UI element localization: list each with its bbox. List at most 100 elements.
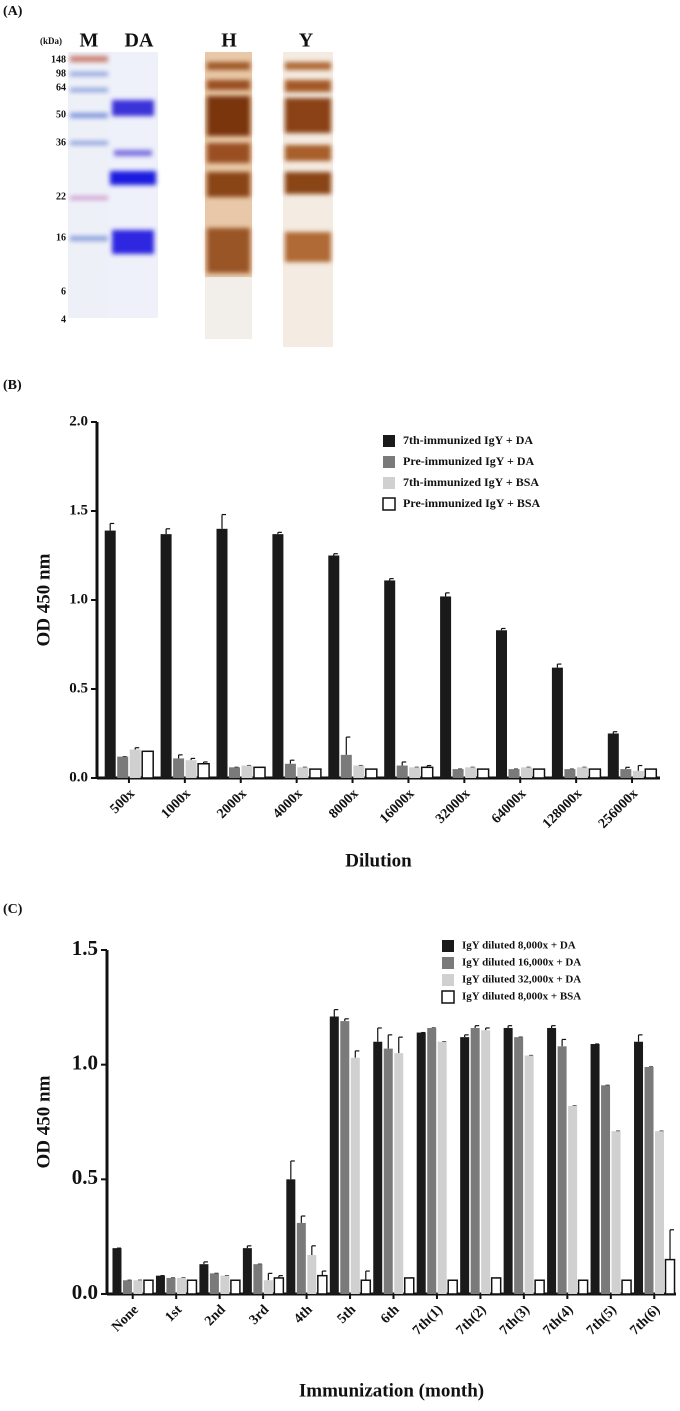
bar xyxy=(644,768,658,779)
bar xyxy=(317,1274,328,1295)
x-axis-label: Dilution xyxy=(345,850,412,871)
x-tick-label: 8000x xyxy=(326,786,361,821)
bar xyxy=(568,1105,578,1294)
y-tick-label: 1.0 xyxy=(69,591,88,607)
bar xyxy=(112,1248,122,1294)
bar xyxy=(452,769,464,778)
bar xyxy=(199,1264,209,1294)
bar xyxy=(329,1016,339,1294)
bar xyxy=(496,630,507,778)
legend-swatch xyxy=(442,940,454,952)
bar xyxy=(242,1248,252,1294)
y-tick-label: 1.5 xyxy=(69,502,88,518)
marker-label: 64 xyxy=(56,82,66,93)
x-tick-label: 6th xyxy=(378,1302,403,1327)
bar xyxy=(440,596,452,778)
x-tick-label: 16000x xyxy=(377,786,417,826)
bar xyxy=(409,767,421,778)
x-tick-label: 2000x xyxy=(214,786,249,821)
y-axis-label: OD 450 nm xyxy=(33,553,54,646)
bar xyxy=(176,1277,186,1294)
legend-label: IgY diluted 8,000x + DA xyxy=(462,940,576,952)
marker-label: 16 xyxy=(56,232,66,243)
x-tick-label: 256000x xyxy=(596,786,641,831)
bar xyxy=(273,1277,285,1295)
bar xyxy=(216,528,228,778)
bar xyxy=(220,1275,230,1294)
marker-label: 148 xyxy=(51,54,66,65)
panel-label: (C) xyxy=(3,902,23,917)
bar xyxy=(186,1279,198,1295)
panel-label: (B) xyxy=(3,378,22,393)
x-tick-label: 7th(4) xyxy=(541,1302,577,1338)
bar xyxy=(253,1264,263,1294)
lane-label: DA xyxy=(125,30,154,52)
bar xyxy=(297,767,309,778)
legend-swatch xyxy=(383,435,395,447)
x-tick-label: 7th(3) xyxy=(497,1302,533,1338)
bar xyxy=(634,1041,644,1294)
bar xyxy=(521,767,532,778)
bar xyxy=(350,1057,360,1294)
marker-label: 36 xyxy=(56,137,66,148)
x-tick-label: 64000x xyxy=(489,786,529,826)
legend-label: 7th-immunized IgY + BSA xyxy=(403,475,539,489)
bar xyxy=(465,767,477,778)
x-tick-label: 32000x xyxy=(433,786,473,826)
bar xyxy=(353,765,365,778)
bar xyxy=(476,768,490,779)
bar xyxy=(373,1041,383,1294)
bar xyxy=(160,534,172,778)
x-axis-label: Immunization (month) xyxy=(299,1380,484,1401)
legend-swatch xyxy=(383,477,395,489)
lane-label: H xyxy=(221,30,237,52)
legend-swatch xyxy=(382,497,396,511)
x-tick-label: 5th xyxy=(335,1302,360,1327)
legend-label: Pre-immunized IgY + BSA xyxy=(403,496,541,510)
panel-label: (A) xyxy=(3,4,23,19)
legend-swatch xyxy=(442,957,454,969)
bar xyxy=(534,1279,545,1295)
bar xyxy=(416,1032,426,1294)
bar xyxy=(564,769,576,778)
legend-label: IgY diluted 16,000x + DA xyxy=(462,957,581,969)
x-tick-label: 1000x xyxy=(159,786,194,821)
x-tick-label: 128000x xyxy=(540,786,585,831)
x-tick-label: 500x xyxy=(108,786,138,816)
bar xyxy=(607,733,619,778)
lane-label: Y xyxy=(299,30,314,52)
bar xyxy=(664,1258,676,1295)
x-tick-label: 1st xyxy=(163,1302,186,1325)
bar xyxy=(284,763,296,778)
bar xyxy=(155,1275,165,1294)
bar xyxy=(620,769,632,778)
bar xyxy=(309,768,322,779)
y-tick-label: 0.5 xyxy=(72,1165,98,1189)
bar xyxy=(447,1279,458,1295)
y-tick-label: 1.0 xyxy=(72,1050,98,1074)
bar xyxy=(404,1277,415,1295)
y-tick-label: 0.5 xyxy=(69,680,88,696)
legend-swatch xyxy=(383,456,395,468)
bar xyxy=(328,555,340,778)
bar xyxy=(365,768,378,779)
bar xyxy=(621,1279,632,1295)
bar xyxy=(133,1280,143,1294)
bar xyxy=(601,1085,611,1294)
x-tick-label: 7th(5) xyxy=(584,1302,620,1338)
bar xyxy=(577,1279,589,1295)
bar xyxy=(229,767,240,778)
bar xyxy=(286,1179,296,1294)
bar xyxy=(532,768,546,779)
bar xyxy=(590,1044,600,1294)
x-tick-label: 7th(6) xyxy=(627,1302,663,1338)
bar xyxy=(263,1280,273,1294)
y-tick-label: 2.0 xyxy=(69,413,88,429)
bar xyxy=(437,1041,447,1294)
bar xyxy=(253,766,266,779)
bar xyxy=(383,1048,393,1294)
bar xyxy=(490,1277,502,1295)
bar xyxy=(460,1037,470,1294)
bar xyxy=(230,1279,241,1295)
